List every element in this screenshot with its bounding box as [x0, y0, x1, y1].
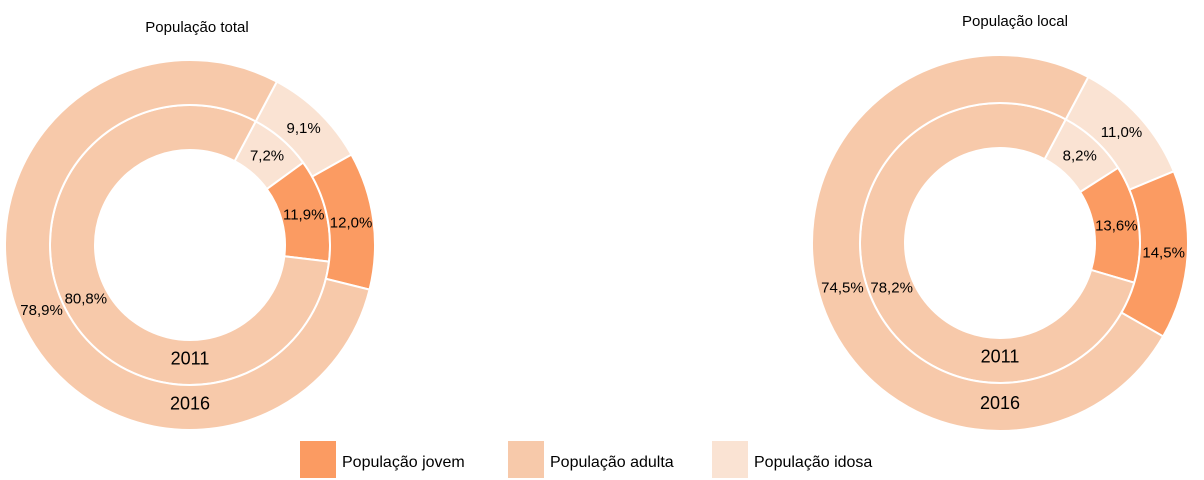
value-label: 11,9% — [283, 206, 324, 223]
value-label: 8,2% — [1063, 148, 1097, 165]
legend-swatch — [712, 441, 748, 478]
donut-segment — [811, 54, 1165, 432]
legend-label: População idosa — [754, 454, 872, 471]
value-label: 14,5% — [1142, 245, 1185, 262]
value-label: 11,0% — [1101, 124, 1142, 141]
chart-title: População local — [962, 13, 1068, 30]
ring-label: 2011 — [171, 348, 210, 368]
ring-label: 2016 — [980, 393, 1020, 413]
value-label: 12,0% — [330, 214, 373, 231]
value-label: 80,8% — [65, 290, 108, 307]
value-label: 74,5% — [821, 279, 864, 296]
legend-label: População adulta — [550, 454, 674, 471]
legend-swatch — [508, 441, 544, 478]
ring-label: 2016 — [170, 393, 210, 413]
value-label: 78,2% — [870, 279, 913, 296]
donut-segment — [4, 59, 371, 431]
ring-label: 2011 — [981, 346, 1020, 366]
legend-label: População jovem — [342, 454, 465, 471]
value-label: 13,6% — [1095, 218, 1138, 235]
legend-swatch — [300, 441, 336, 478]
value-label: 7,2% — [250, 147, 284, 164]
value-label: 78,9% — [20, 302, 63, 319]
value-label: 9,1% — [287, 120, 321, 137]
chart-title: População total — [145, 19, 248, 36]
